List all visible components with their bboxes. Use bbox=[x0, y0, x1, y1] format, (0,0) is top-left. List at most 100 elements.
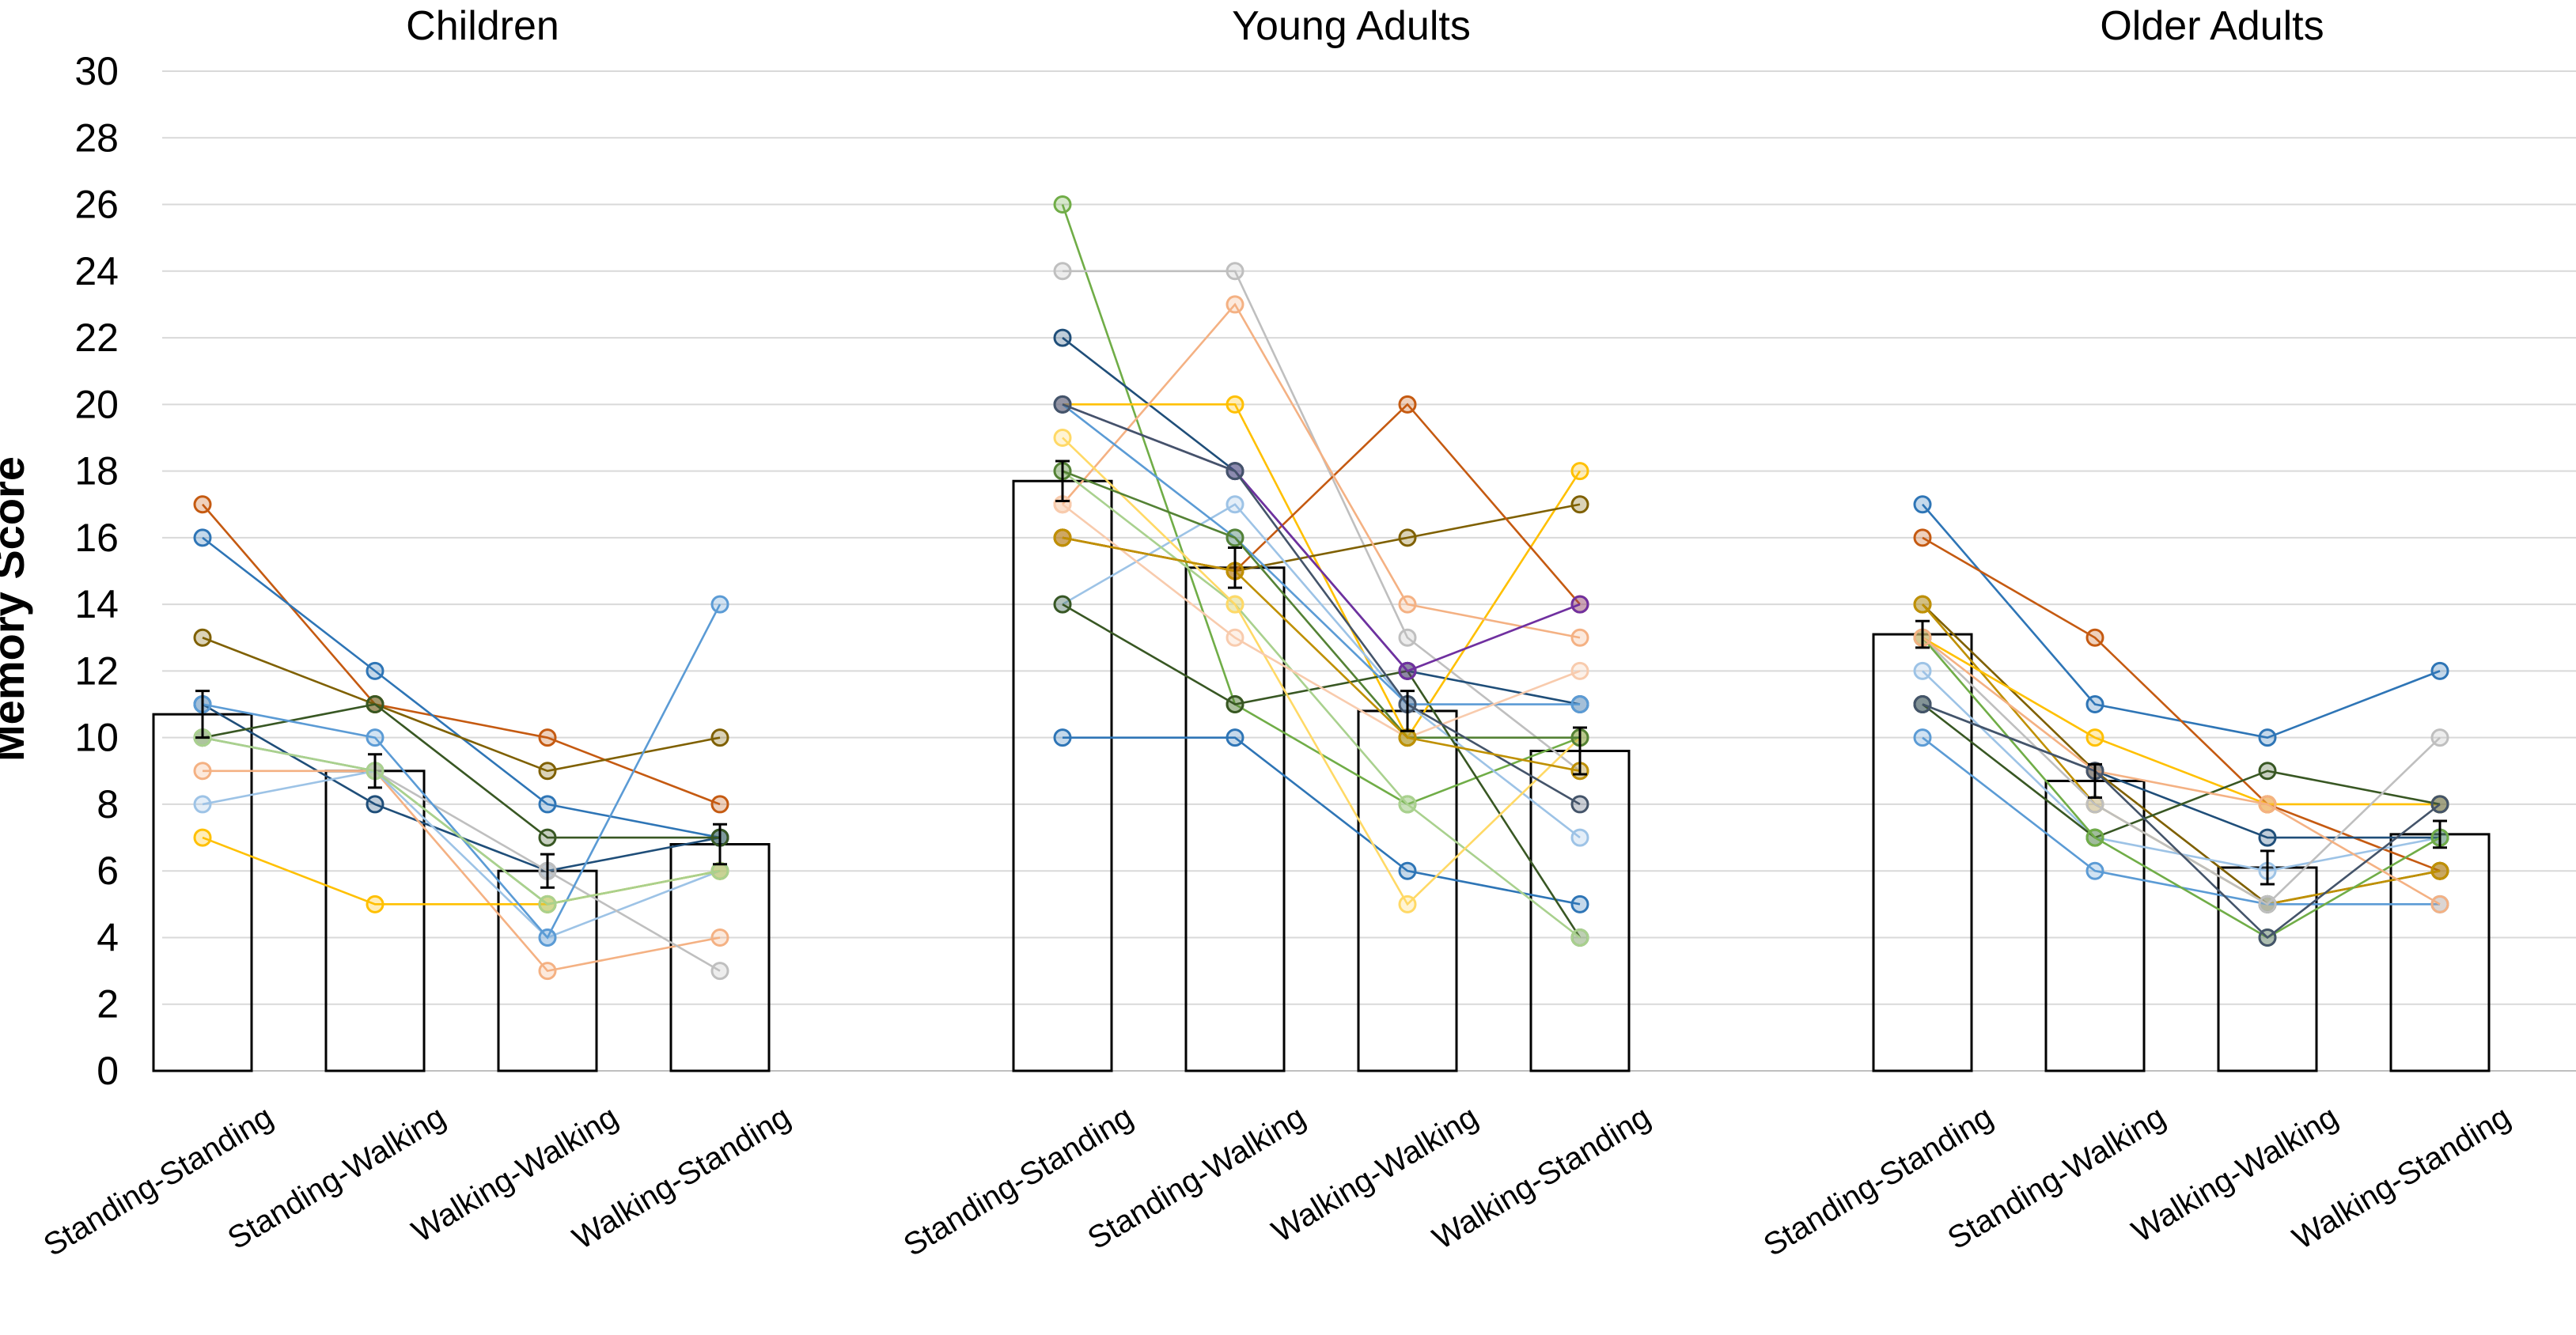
participant-point bbox=[366, 661, 385, 680]
participant-point bbox=[1398, 628, 1417, 647]
participant-line bbox=[1922, 736, 2440, 906]
y-tick-label: 8 bbox=[97, 782, 119, 826]
participant-point bbox=[366, 894, 385, 913]
participant-point bbox=[1225, 495, 1244, 514]
participant-point bbox=[1570, 495, 1589, 514]
participant-point bbox=[366, 795, 385, 814]
participant-point bbox=[1053, 428, 1072, 447]
participant-line bbox=[202, 703, 721, 872]
participant-point bbox=[538, 962, 557, 981]
participant-point bbox=[710, 728, 729, 747]
participant-point bbox=[2258, 928, 2277, 947]
group-titles: Children Young Adults Older Adults bbox=[406, 3, 2324, 49]
y-tick-label: 12 bbox=[74, 649, 119, 693]
participant-point bbox=[1570, 661, 1589, 680]
x-axis-ticks: Standing-StandingStanding-WalkingWalking… bbox=[38, 1099, 2517, 1263]
participant-point bbox=[193, 762, 212, 781]
y-axis-label: Memory Score bbox=[0, 456, 33, 762]
participant-line bbox=[1061, 204, 1581, 806]
participant-point bbox=[710, 962, 729, 981]
participant-point bbox=[1398, 894, 1417, 913]
y-tick-label: 26 bbox=[74, 183, 119, 227]
y-tick-label: 10 bbox=[74, 716, 119, 760]
participant-point bbox=[2258, 795, 2277, 814]
participant-point bbox=[1398, 528, 1417, 547]
participant-point bbox=[193, 528, 212, 547]
participant-point bbox=[1225, 695, 1244, 714]
participant-line bbox=[202, 637, 721, 773]
participant-point bbox=[1570, 695, 1589, 714]
participant-line bbox=[202, 736, 721, 906]
participant-line bbox=[1922, 637, 2440, 806]
mean-bar bbox=[324, 770, 426, 1072]
participant-point bbox=[538, 762, 557, 781]
participant-line bbox=[1922, 703, 2441, 940]
participant-point bbox=[1570, 462, 1589, 481]
participant-line bbox=[1922, 703, 2441, 839]
participant-point bbox=[538, 795, 557, 814]
participant-point bbox=[1570, 628, 1589, 647]
participant-point bbox=[193, 495, 212, 514]
participant-line bbox=[202, 536, 721, 839]
participant-line bbox=[1062, 470, 1580, 739]
y-tick-label: 30 bbox=[74, 49, 119, 93]
group-title: Older Adults bbox=[2100, 3, 2324, 49]
participant-point bbox=[1913, 728, 1932, 747]
participant-point bbox=[2258, 894, 2277, 913]
participant-point bbox=[1053, 595, 1072, 614]
participant-point bbox=[2085, 861, 2104, 880]
participant-point bbox=[1398, 595, 1417, 614]
participant-point bbox=[193, 828, 212, 847]
participant-point bbox=[538, 728, 557, 747]
participant-point bbox=[366, 728, 385, 747]
participant-point bbox=[710, 595, 729, 614]
participant-point bbox=[1053, 262, 1072, 281]
participant-point bbox=[1053, 528, 1072, 547]
participant-point bbox=[1225, 395, 1244, 414]
participant-point bbox=[710, 795, 729, 814]
participant-point bbox=[2430, 861, 2449, 880]
participant-point bbox=[1225, 595, 1244, 614]
y-tick-label: 0 bbox=[97, 1049, 119, 1093]
gridlines bbox=[162, 70, 2576, 1072]
participant-line bbox=[1062, 470, 1581, 939]
participant-point bbox=[2430, 728, 2449, 747]
participant-point bbox=[538, 928, 557, 947]
participant-point bbox=[1225, 462, 1244, 481]
participant-point bbox=[2430, 894, 2449, 913]
participant-point bbox=[2258, 728, 2277, 747]
participant-point bbox=[1398, 395, 1417, 414]
participant-point bbox=[2430, 661, 2449, 680]
participant-line bbox=[1062, 302, 1581, 639]
participant-point bbox=[1053, 395, 1072, 414]
participant-line bbox=[1922, 637, 2441, 906]
y-tick-label: 22 bbox=[74, 316, 119, 360]
participant-point bbox=[1225, 528, 1244, 547]
participant-point bbox=[1913, 661, 1932, 680]
participant-point bbox=[2085, 828, 2104, 847]
participant-point bbox=[538, 828, 557, 847]
participant-point bbox=[1570, 828, 1589, 847]
y-tick-label: 20 bbox=[74, 382, 119, 426]
participant-point bbox=[1913, 528, 1932, 547]
participant-point bbox=[2085, 695, 2104, 714]
y-tick-label: 14 bbox=[74, 582, 119, 626]
group-title: Children bbox=[406, 3, 559, 49]
participant-point bbox=[1225, 628, 1244, 647]
participant-line bbox=[1922, 536, 2441, 872]
participant-point bbox=[1570, 928, 1589, 947]
participant-point bbox=[193, 628, 212, 647]
participant-point bbox=[1570, 795, 1589, 814]
participant-point bbox=[1398, 861, 1417, 880]
participant-point bbox=[1053, 195, 1072, 214]
participant-line bbox=[1062, 503, 1581, 739]
participant-point bbox=[710, 928, 729, 947]
participant-point bbox=[1225, 728, 1244, 747]
y-tick-label: 2 bbox=[97, 982, 119, 1027]
participant-point bbox=[1913, 495, 1932, 514]
participant-line bbox=[1063, 270, 1581, 772]
y-tick-label: 6 bbox=[97, 849, 119, 893]
y-tick-label: 24 bbox=[74, 249, 119, 293]
